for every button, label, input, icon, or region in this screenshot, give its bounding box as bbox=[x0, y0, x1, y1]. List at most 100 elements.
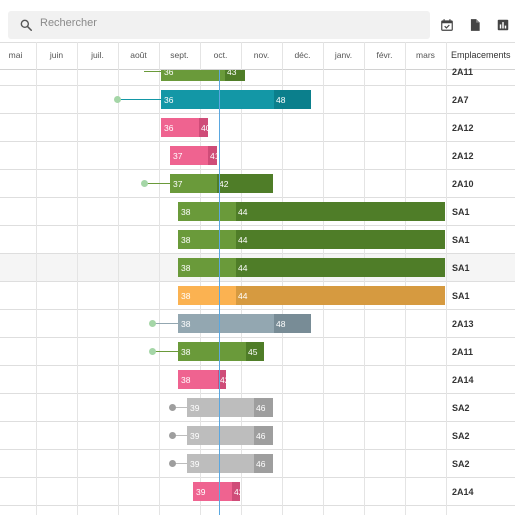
location-label: 2A13 bbox=[452, 319, 474, 329]
location-label: 2A7 bbox=[452, 95, 469, 105]
gantt-bar[interactable]: 38 44 bbox=[178, 258, 445, 277]
grid-line bbox=[77, 42, 78, 515]
bar-segment-start bbox=[170, 174, 217, 193]
location-label: 2A10 bbox=[452, 179, 474, 189]
bar-end-label: 44 bbox=[238, 235, 248, 245]
link-handle-dot[interactable] bbox=[169, 404, 176, 411]
month-label: oct. bbox=[213, 50, 228, 60]
bar-end-label: 45 bbox=[248, 347, 258, 357]
bar-segment-end bbox=[199, 118, 208, 137]
bar-end-label: 42 bbox=[234, 487, 240, 497]
grid-line bbox=[405, 42, 406, 515]
table-row[interactable] bbox=[0, 366, 515, 394]
gantt-bar[interactable]: 38 44 bbox=[178, 230, 445, 249]
gantt-bar[interactable]: 39 42 bbox=[193, 482, 240, 501]
predecessor-link bbox=[117, 99, 161, 100]
table-row[interactable] bbox=[0, 282, 515, 310]
bar-segment-start bbox=[187, 398, 254, 417]
bar-end-label: 40 bbox=[201, 123, 208, 133]
grid-line bbox=[323, 42, 324, 515]
grid-line bbox=[200, 42, 201, 515]
bar-end-label: 44 bbox=[238, 291, 248, 301]
gantt-bar[interactable]: 38 42 bbox=[178, 370, 226, 389]
link-handle-dot[interactable] bbox=[141, 180, 148, 187]
table-row[interactable] bbox=[0, 198, 515, 226]
table-row[interactable] bbox=[0, 70, 515, 86]
table-row[interactable] bbox=[0, 142, 515, 170]
bar-segment-end bbox=[254, 454, 273, 473]
gantt-bar[interactable]: 36 48 bbox=[161, 90, 311, 109]
bar-end-label: 48 bbox=[276, 95, 286, 105]
gantt-bar[interactable]: 38 44 bbox=[178, 202, 445, 221]
grid-line bbox=[364, 42, 365, 515]
grid-line bbox=[282, 42, 283, 515]
bar-segment-start bbox=[178, 258, 236, 277]
bar-segment-end bbox=[254, 398, 273, 417]
gantt-bar[interactable]: 38 44 bbox=[178, 286, 445, 305]
location-label: 2A14 bbox=[452, 487, 474, 497]
table-row[interactable] bbox=[0, 114, 515, 142]
gantt-bar[interactable]: 37 41 bbox=[170, 146, 217, 165]
predecessor-link bbox=[172, 435, 187, 436]
grid-line bbox=[118, 42, 119, 515]
bar-segment-end bbox=[236, 202, 445, 221]
bar-end-label: 43 bbox=[227, 70, 237, 77]
predecessor-link bbox=[152, 323, 178, 324]
location-label: 2A14 bbox=[452, 375, 474, 385]
gantt-bar[interactable]: 38 48 bbox=[178, 314, 311, 333]
bar-segment-start bbox=[187, 454, 254, 473]
bar-segment-start bbox=[178, 202, 236, 221]
table-row[interactable] bbox=[0, 170, 515, 198]
bar-chart-icon[interactable] bbox=[496, 18, 510, 32]
table-row[interactable] bbox=[0, 338, 515, 366]
gantt-bar[interactable]: 36 40 bbox=[161, 118, 208, 137]
gantt-bar[interactable]: 39 46 bbox=[187, 426, 273, 445]
grid-line bbox=[241, 42, 242, 515]
bar-end-label: 42 bbox=[220, 375, 226, 385]
location-label: SA1 bbox=[452, 291, 470, 301]
calendar-check-icon[interactable] bbox=[440, 18, 454, 32]
locations-column-header[interactable]: Emplacements bbox=[451, 50, 511, 60]
table-row[interactable] bbox=[0, 422, 515, 450]
location-label: SA2 bbox=[452, 459, 470, 469]
location-label: 2A12 bbox=[452, 151, 474, 161]
table-row[interactable] bbox=[0, 394, 515, 422]
search-input[interactable] bbox=[40, 17, 400, 29]
bar-end-label: 44 bbox=[238, 263, 248, 273]
search-icon[interactable] bbox=[19, 18, 33, 32]
table-row[interactable] bbox=[0, 310, 515, 338]
bar-start-label: 36 bbox=[164, 95, 174, 105]
month-label: sept. bbox=[170, 50, 189, 60]
table-row[interactable] bbox=[0, 226, 515, 254]
bar-start-label: 38 bbox=[181, 263, 191, 273]
today-marker bbox=[219, 70, 220, 515]
link-handle-dot[interactable] bbox=[149, 320, 156, 327]
bar-start-label: 39 bbox=[190, 459, 200, 469]
location-label: SA2 bbox=[452, 403, 470, 413]
gantt-bar[interactable]: 36 43 bbox=[161, 70, 245, 81]
gantt-bar[interactable]: 39 46 bbox=[187, 398, 273, 417]
gantt-bar[interactable]: 38 45 bbox=[178, 342, 264, 361]
table-row[interactable] bbox=[0, 478, 515, 506]
bar-segment-start bbox=[187, 426, 254, 445]
bar-start-label: 38 bbox=[181, 207, 191, 217]
link-handle-dot[interactable] bbox=[114, 96, 121, 103]
bar-segment-start bbox=[161, 90, 274, 109]
table-row[interactable] bbox=[0, 86, 515, 114]
bar-segment-end bbox=[254, 426, 273, 445]
month-label: déc. bbox=[294, 50, 311, 60]
month-label: juil. bbox=[91, 50, 104, 60]
gantt-bar[interactable]: 37 42 bbox=[170, 174, 273, 193]
table-row[interactable] bbox=[0, 450, 515, 478]
link-handle-dot[interactable] bbox=[149, 348, 156, 355]
bar-segment-end bbox=[236, 230, 445, 249]
link-handle-dot[interactable] bbox=[169, 460, 176, 467]
document-icon[interactable] bbox=[468, 18, 482, 32]
link-handle-dot[interactable] bbox=[169, 432, 176, 439]
bar-segment-end bbox=[274, 90, 311, 109]
bar-end-label: 46 bbox=[256, 403, 266, 413]
bar-segment-start bbox=[161, 118, 199, 137]
gantt-bar[interactable]: 39 46 bbox=[187, 454, 273, 473]
location-label: 2A11 bbox=[452, 347, 474, 357]
predecessor-link bbox=[152, 351, 178, 352]
